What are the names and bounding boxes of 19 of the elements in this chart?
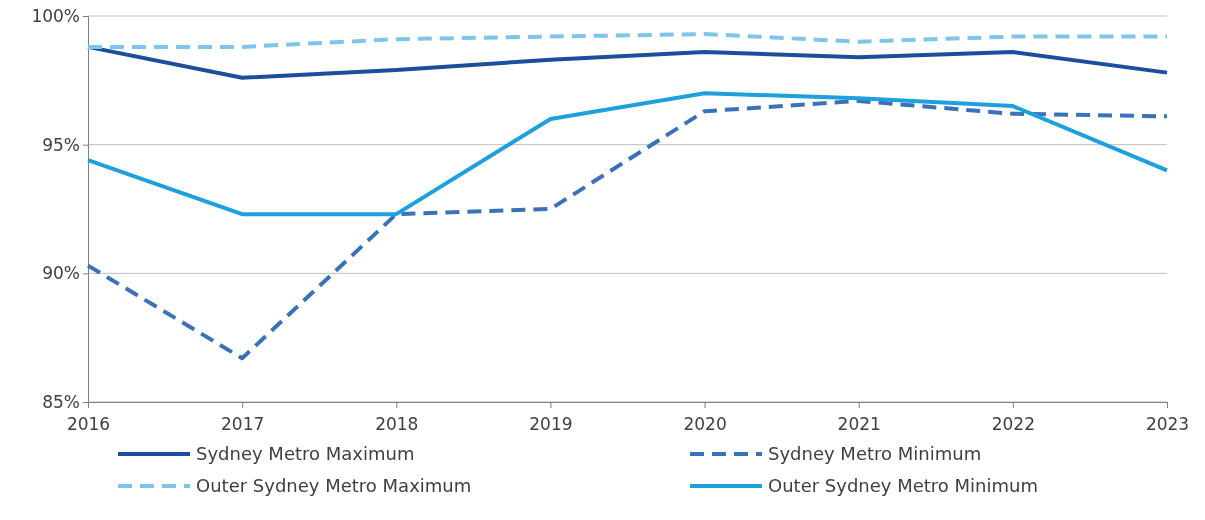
legend-label: Sydney Metro Minimum [768, 443, 982, 465]
x-tick-label: 2018 [375, 413, 419, 434]
x-tick-label: 2017 [221, 413, 265, 434]
line-series [86, 98, 1169, 361]
x-tick-label: 2019 [529, 413, 573, 434]
x-tick-label: 2023 [1145, 413, 1190, 434]
legend-label: Outer Sydney Metro Minimum [768, 475, 1039, 497]
x-tick-label: 2016 [66, 413, 111, 434]
y-tick-label: 95% [42, 134, 80, 155]
x-tick-label: 2022 [991, 413, 1035, 434]
legend-label: Sydney Metro Maximum [196, 443, 415, 465]
line-series [86, 91, 1169, 217]
x-tick-label: 2020 [683, 413, 727, 434]
y-tick-label: 85% [42, 391, 80, 412]
legend-label: Outer Sydney Metro Maximum [196, 475, 472, 497]
x-tick-label: 2021 [837, 413, 881, 434]
y-tick-label: 90% [42, 263, 80, 284]
y-tick-label: 100% [31, 5, 80, 26]
line-series [86, 32, 1169, 49]
